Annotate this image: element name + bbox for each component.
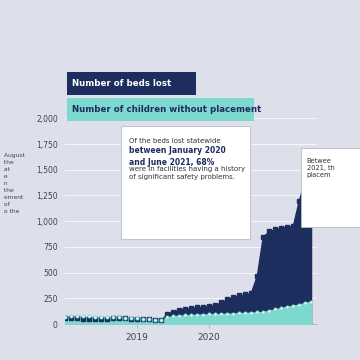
Text: Of the beds lost statewide: Of the beds lost statewide — [129, 138, 221, 144]
Text: August
 the
 at
 e
 n
 the
 ement
 of
 o the: August the at e n the ement of o the — [2, 153, 25, 214]
Text: Number of beds lost: Number of beds lost — [72, 79, 171, 88]
Text: between January 2020
and June 2021, 68%: between January 2020 and June 2021, 68% — [129, 146, 226, 167]
Text: were in facilities having a history
of significant safety problems.: were in facilities having a history of s… — [129, 166, 245, 180]
Text: Betwee
2021, th
placem: Betwee 2021, th placem — [307, 158, 334, 179]
Text: Number of children without placement: Number of children without placement — [72, 104, 261, 114]
